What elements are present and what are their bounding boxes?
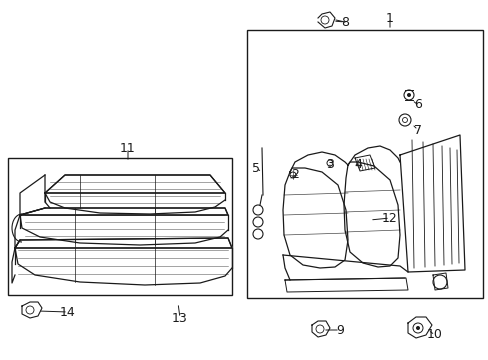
Circle shape bbox=[436, 279, 442, 285]
Bar bbox=[8, 158, 231, 295]
Text: 3: 3 bbox=[325, 158, 333, 171]
Circle shape bbox=[406, 93, 410, 97]
Text: 9: 9 bbox=[335, 324, 343, 337]
Text: 8: 8 bbox=[340, 15, 348, 28]
Text: 12: 12 bbox=[381, 211, 397, 225]
Text: 11: 11 bbox=[120, 141, 136, 154]
Text: 2: 2 bbox=[290, 168, 298, 181]
Text: 13: 13 bbox=[172, 311, 187, 324]
Circle shape bbox=[402, 117, 407, 122]
Text: 4: 4 bbox=[353, 158, 361, 171]
Polygon shape bbox=[15, 238, 231, 248]
Polygon shape bbox=[45, 175, 224, 193]
Circle shape bbox=[415, 326, 419, 330]
Text: 5: 5 bbox=[251, 162, 260, 175]
Text: 10: 10 bbox=[426, 328, 442, 342]
Text: 7: 7 bbox=[413, 123, 421, 136]
Polygon shape bbox=[20, 208, 227, 215]
Bar bbox=[246, 30, 482, 298]
Text: 1: 1 bbox=[385, 12, 393, 24]
Text: 6: 6 bbox=[413, 99, 421, 112]
Text: 14: 14 bbox=[60, 306, 76, 319]
